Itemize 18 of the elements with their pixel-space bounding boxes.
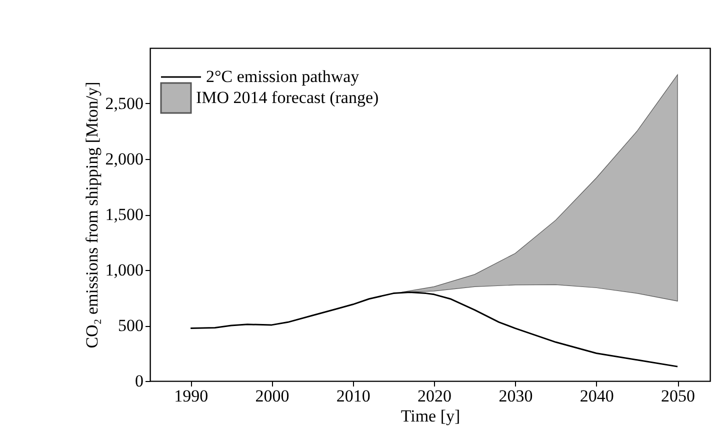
x-axis-title: Time [y] [400, 406, 460, 426]
y-axis-title: CO₂ emissions from shipping [Mton/y] [82, 82, 102, 348]
y-tick-label: 2,500 [105, 94, 144, 113]
y-tick-label: 1,000 [105, 260, 144, 280]
x-tick-label: 2050 [661, 386, 696, 406]
y-tick-label: 1,500 [105, 205, 144, 224]
line-series [190, 291, 678, 368]
legend-label: IMO 2014 forecast (range) [196, 88, 379, 107]
x-tick-label: 1990 [174, 386, 208, 406]
y-tick-label: 0 [135, 372, 144, 390]
legend-label: 2°C emission pathway [206, 67, 360, 86]
x-tick-label: 2000 [255, 386, 290, 406]
y-tick-label: 500 [118, 316, 144, 335]
x-tick-label: 2010 [336, 386, 370, 406]
x-tick-label: 2020 [418, 386, 452, 406]
y-tick-label: 2,000 [105, 150, 144, 168]
x-tick-label: 2040 [580, 386, 614, 406]
x-tick-label: 2030 [498, 386, 533, 406]
